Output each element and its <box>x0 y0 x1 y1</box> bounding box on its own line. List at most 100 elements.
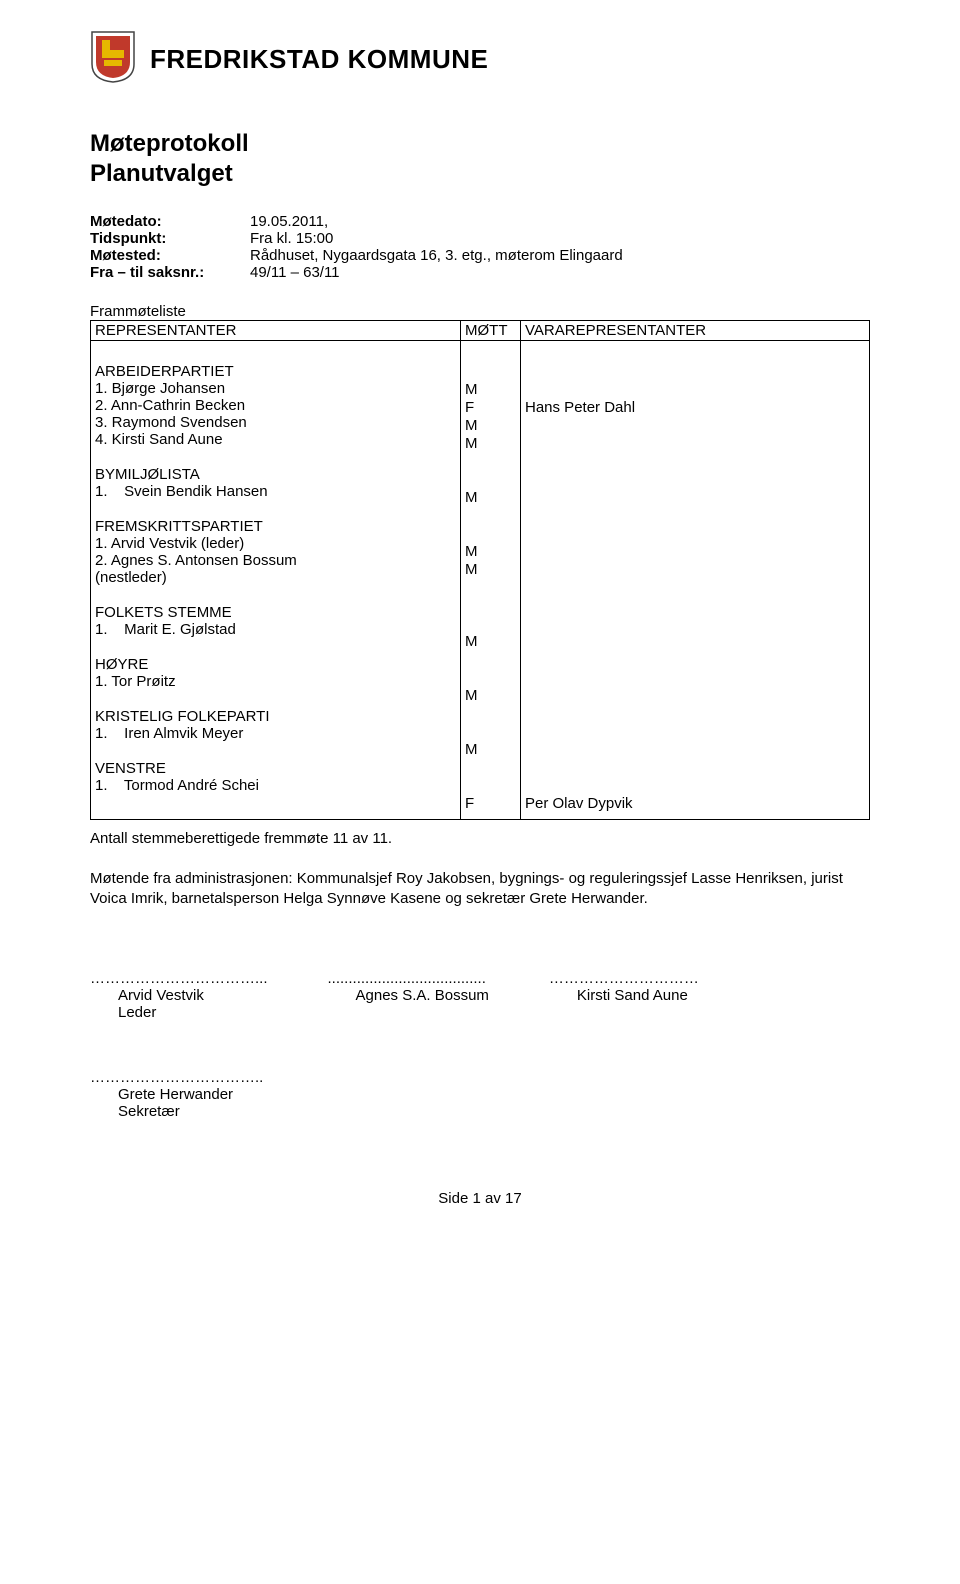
member-row: 1. Arvid Vestvik (leder) <box>95 535 456 552</box>
vara-value <box>525 381 865 399</box>
mott-blank <box>465 525 516 543</box>
mott-value: F <box>465 399 516 417</box>
meta-row: Tidspunkt: Fra kl. 15:00 <box>90 230 870 247</box>
spacer <box>525 345 865 363</box>
spacer <box>95 345 456 363</box>
party-name: BYMILJØLISTA <box>95 466 456 483</box>
member-row: 4. Kirsti Sand Aune <box>95 431 456 448</box>
spacer <box>95 448 456 466</box>
vara-blank <box>525 615 865 633</box>
party-name: KRISTELIG FOLKEPARTI <box>95 708 456 725</box>
member-row: 1. Svein Bendik Hansen <box>95 483 456 500</box>
signature-row-2: …………………………….. Grete Herwander Sekretær <box>90 1069 870 1120</box>
vara-blank <box>525 471 865 489</box>
vara-value <box>525 741 865 759</box>
mott-blank <box>465 723 516 741</box>
vara-blank <box>525 525 865 543</box>
member-row: 1. Marit E. Gjølstad <box>95 621 456 638</box>
vara-value <box>525 543 865 561</box>
meta-label: Møtested: <box>90 247 250 264</box>
party-name: HØYRE <box>95 656 456 673</box>
spacer <box>465 759 516 777</box>
spacer <box>95 586 456 604</box>
attendance-heading: Frammøteliste <box>90 303 870 320</box>
meta-value: Fra kl. 15:00 <box>250 230 333 247</box>
col-rep: ARBEIDERPARTIET1. Bjørge Johansen2. Ann-… <box>91 341 461 819</box>
mott-value: M <box>465 381 516 399</box>
mott-value: M <box>465 687 516 705</box>
spacer <box>465 597 516 615</box>
spacer <box>95 638 456 656</box>
party-name: FOLKETS STEMME <box>95 604 456 621</box>
spacer <box>465 507 516 525</box>
header: FREDRIKSTAD KOMMUNE <box>90 30 870 89</box>
vara-value <box>525 687 865 705</box>
mott-value: M <box>465 561 516 579</box>
doc-title-2: Planutvalget <box>90 159 870 189</box>
spacer <box>525 705 865 723</box>
vara-value <box>525 417 865 435</box>
doc-title-1: Møteprotokoll <box>90 129 870 159</box>
spacer <box>95 500 456 518</box>
signature-row-1: ……………………………... Arvid Vestvik Leder .....… <box>90 970 870 1021</box>
vara-value <box>525 435 865 453</box>
meeting-meta: Møtedato: 19.05.2011, Tidspunkt: Fra kl.… <box>90 213 870 281</box>
mott-value: M <box>465 435 516 453</box>
mott-value: M <box>465 489 516 507</box>
spacer <box>465 453 516 471</box>
signature-line: ……………………………... <box>90 970 268 987</box>
mott-value: M <box>465 543 516 561</box>
member-row: 1. Tormod André Schei <box>95 777 456 794</box>
meta-row: Møtedato: 19.05.2011, <box>90 213 870 230</box>
vara-blank <box>525 669 865 687</box>
party-name: VENSTRE <box>95 760 456 777</box>
meta-value: Rådhuset, Nygaardsgata 16, 3. etg., møte… <box>250 247 623 264</box>
vote-count: Antall stemmeberettigede fremmøte 11 av … <box>90 830 870 847</box>
mott-blank <box>465 579 516 597</box>
spacer <box>525 651 865 669</box>
member-row: 3. Raymond Svendsen <box>95 414 456 431</box>
mott-value: M <box>465 633 516 651</box>
title-block: Møteprotokoll Planutvalget <box>90 129 870 189</box>
municipality-logo <box>90 30 136 89</box>
member-row: 2. Agnes S. Antonsen Bossum <box>95 552 456 569</box>
member-row: 2. Ann-Cathrin Becken <box>95 397 456 414</box>
vara-value <box>525 561 865 579</box>
spacer <box>465 705 516 723</box>
mott-blank <box>465 615 516 633</box>
meta-label: Fra – til saksnr.: <box>90 264 250 281</box>
signature-name: Arvid Vestvik <box>90 987 268 1004</box>
mott-blank <box>465 777 516 795</box>
mott-value: M <box>465 741 516 759</box>
vara-value: Hans Peter Dahl <box>525 399 865 417</box>
signature-block: ………………………… Kirsti Sand Aune <box>549 970 699 1021</box>
signature-block: ...................................... A… <box>328 970 489 1021</box>
party-name: FREMSKRITTSPARTIET <box>95 518 456 535</box>
vara-blank <box>525 723 865 741</box>
vara-value <box>525 489 865 507</box>
signature-role: Leder <box>90 1004 268 1021</box>
meta-value: 49/11 – 63/11 <box>250 264 340 281</box>
vara-value <box>525 633 865 651</box>
party-name: ARBEIDERPARTIET <box>95 363 456 380</box>
member-row: 1. Iren Almvik Meyer <box>95 725 456 742</box>
vara-value: Per Olav Dypvik <box>525 795 865 813</box>
signature-line: …………………………….. <box>90 1069 870 1086</box>
meta-value: 19.05.2011, <box>250 213 328 230</box>
signature-role: Sekretær <box>90 1103 870 1120</box>
spacer <box>95 690 456 708</box>
vara-blank <box>525 579 865 597</box>
member-row: 1. Bjørge Johansen <box>95 380 456 397</box>
attendance-header-row: REPRESENTANTER MØTT VARAREPRESENTANTER <box>90 320 870 341</box>
mott-value: M <box>465 417 516 435</box>
meta-row: Møtested: Rådhuset, Nygaardsgata 16, 3. … <box>90 247 870 264</box>
spacer <box>525 453 865 471</box>
spacer <box>465 345 516 363</box>
signature-block: ……………………………... Arvid Vestvik Leder <box>90 970 268 1021</box>
page-footer: Side 1 av 17 <box>90 1190 870 1207</box>
spacer <box>95 742 456 760</box>
col-header-vara: VARAREPRESENTANTER <box>521 321 869 340</box>
spacer <box>525 507 865 525</box>
signature-line: ...................................... <box>328 970 489 987</box>
signature-name: Grete Herwander <box>90 1086 870 1103</box>
